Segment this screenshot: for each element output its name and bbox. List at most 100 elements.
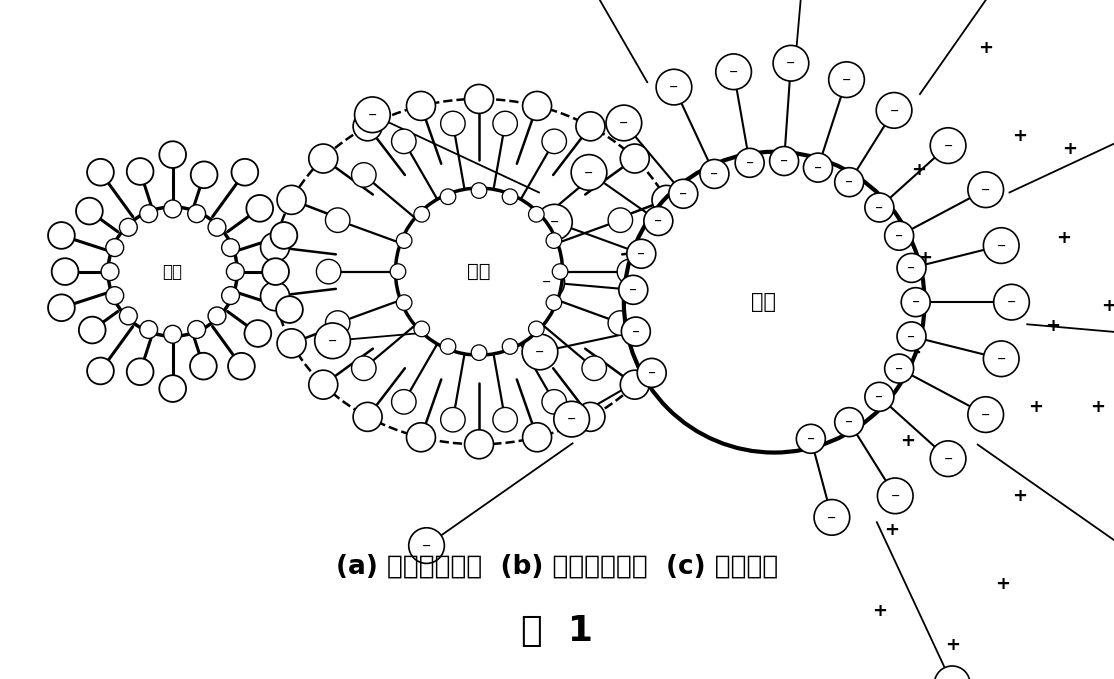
Text: −: − — [567, 414, 576, 424]
Circle shape — [188, 205, 206, 223]
Circle shape — [554, 401, 589, 437]
Text: −: − — [549, 217, 559, 227]
Text: +: + — [883, 521, 899, 538]
Text: +: + — [872, 602, 888, 620]
Circle shape — [159, 375, 186, 402]
Circle shape — [700, 160, 729, 188]
Circle shape — [492, 111, 517, 136]
Text: −: − — [729, 67, 739, 77]
Circle shape — [522, 334, 558, 370]
Circle shape — [864, 193, 893, 222]
Text: +: + — [1101, 297, 1114, 314]
Circle shape — [277, 329, 306, 358]
Text: +: + — [1056, 229, 1072, 246]
Circle shape — [797, 424, 825, 454]
Circle shape — [440, 339, 456, 354]
Circle shape — [877, 92, 912, 128]
Text: 固体: 固体 — [467, 262, 491, 281]
Circle shape — [407, 423, 436, 452]
Circle shape — [668, 179, 697, 208]
Circle shape — [803, 153, 832, 182]
Circle shape — [397, 295, 412, 310]
Circle shape — [773, 45, 809, 81]
Circle shape — [620, 370, 649, 399]
Circle shape — [471, 345, 487, 361]
Text: −: − — [828, 513, 837, 522]
Circle shape — [984, 227, 1019, 263]
Text: −: − — [543, 277, 551, 287]
Circle shape — [637, 359, 666, 388]
Circle shape — [190, 162, 217, 188]
Circle shape — [656, 69, 692, 105]
Circle shape — [139, 205, 157, 223]
Text: −: − — [846, 417, 853, 427]
Text: +: + — [1045, 317, 1061, 335]
Text: −: − — [745, 158, 754, 168]
Circle shape — [87, 159, 114, 185]
Text: 固体: 固体 — [163, 263, 183, 280]
Circle shape — [528, 321, 544, 337]
Circle shape — [546, 233, 561, 249]
Text: −: − — [632, 327, 639, 337]
Text: −: − — [670, 82, 678, 92]
Circle shape — [271, 222, 297, 249]
Circle shape — [277, 185, 306, 215]
Text: −: − — [780, 156, 789, 166]
Circle shape — [984, 341, 1019, 377]
Circle shape — [325, 311, 350, 335]
Circle shape — [608, 208, 633, 232]
Circle shape — [119, 219, 137, 236]
Text: +: + — [1089, 399, 1105, 416]
Circle shape — [190, 353, 217, 380]
Text: −: − — [889, 105, 899, 115]
Circle shape — [644, 206, 673, 236]
Text: −: − — [911, 297, 920, 307]
Circle shape — [930, 441, 966, 477]
Circle shape — [901, 288, 930, 316]
Circle shape — [652, 329, 681, 358]
Circle shape — [668, 232, 697, 261]
Circle shape — [465, 430, 494, 459]
Text: −: − — [944, 454, 952, 464]
Text: −: − — [368, 110, 377, 120]
Circle shape — [522, 92, 551, 120]
Circle shape — [352, 356, 377, 380]
Circle shape — [770, 147, 799, 175]
Text: −: − — [786, 58, 795, 68]
Circle shape — [226, 263, 244, 280]
Circle shape — [543, 390, 567, 414]
Circle shape — [814, 500, 850, 535]
Circle shape — [325, 208, 350, 232]
Circle shape — [119, 307, 137, 325]
Circle shape — [968, 172, 1004, 208]
Circle shape — [164, 325, 182, 343]
Circle shape — [668, 282, 697, 311]
Circle shape — [878, 478, 913, 513]
Text: −: − — [908, 263, 916, 273]
Circle shape — [627, 239, 656, 268]
Circle shape — [576, 112, 605, 141]
Text: −: − — [629, 285, 637, 295]
Circle shape — [228, 353, 255, 380]
Circle shape — [316, 259, 341, 284]
Circle shape — [492, 407, 517, 432]
Text: −: − — [895, 231, 903, 241]
Circle shape — [968, 397, 1004, 433]
Text: +: + — [900, 433, 916, 450]
Circle shape — [864, 382, 893, 411]
Text: −: − — [981, 185, 990, 195]
Circle shape — [108, 207, 237, 336]
Circle shape — [441, 111, 466, 136]
Text: +: + — [911, 161, 927, 179]
Text: −: − — [807, 434, 815, 444]
Circle shape — [208, 307, 226, 325]
Circle shape — [79, 316, 106, 344]
Text: +: + — [1012, 127, 1027, 145]
Circle shape — [390, 264, 405, 279]
Text: +: + — [995, 575, 1010, 593]
Circle shape — [414, 321, 430, 337]
Circle shape — [352, 163, 377, 187]
Circle shape — [127, 359, 154, 385]
Circle shape — [48, 222, 75, 249]
Circle shape — [76, 198, 102, 225]
